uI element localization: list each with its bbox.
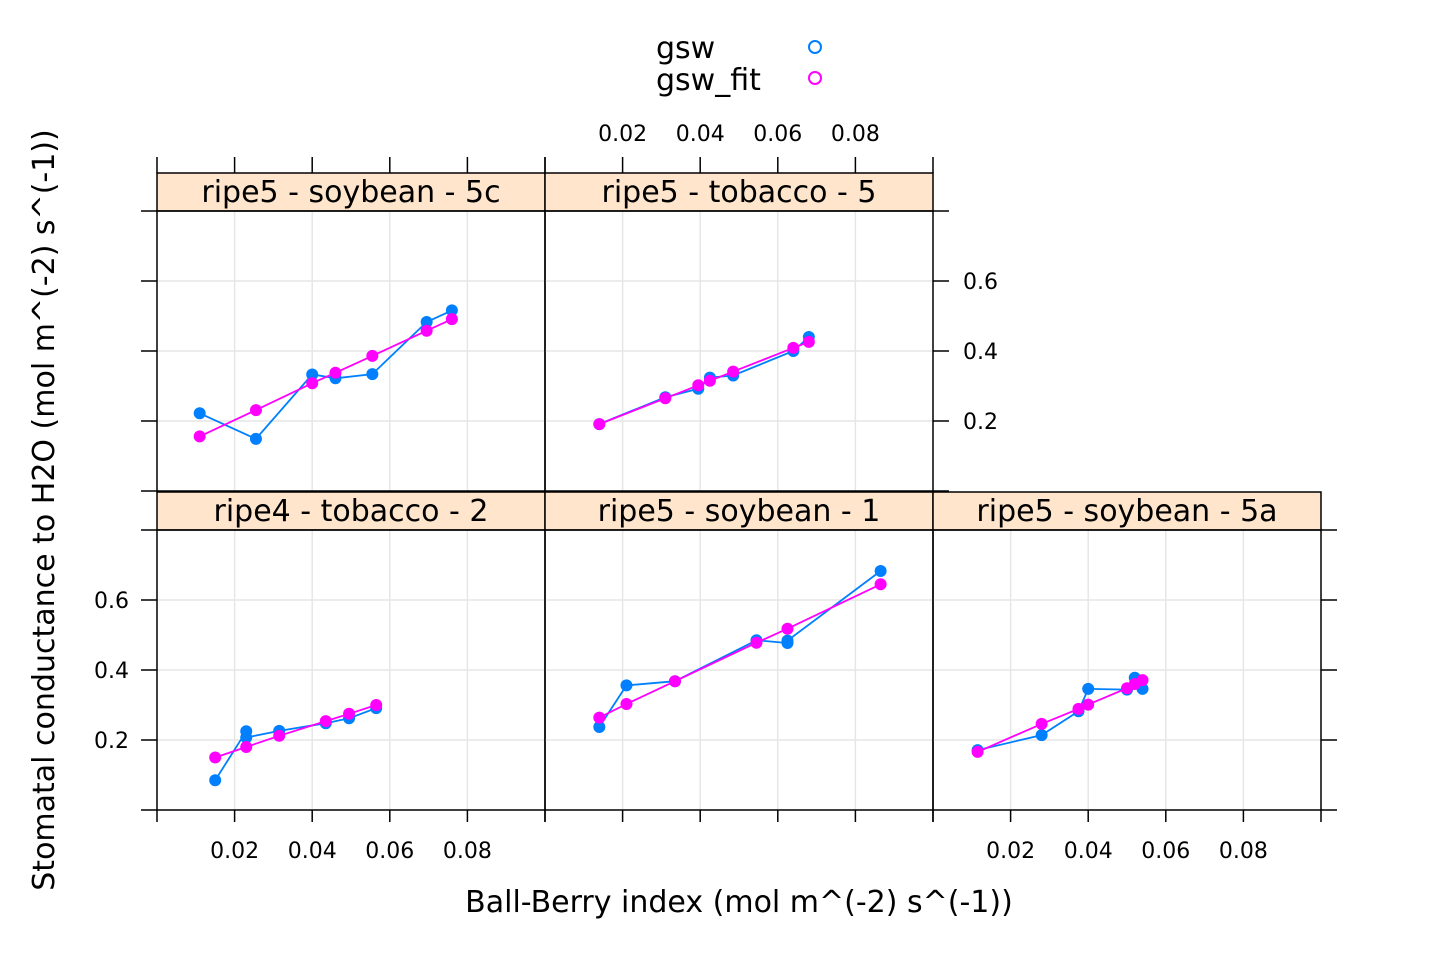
panel-1: ripe5 - tobacco - 5 0.02 0.04 0.06 0.08 0.2 0.… [544, 122, 998, 492]
panel-4: ripe5 - soybean - 5a 0.02 0.04 0.06 0.08 [932, 491, 1337, 864]
data-point-gsw-2 [306, 368, 319, 381]
data-point-gsw-fit-6 [802, 335, 815, 348]
data-point-gsw-fit-0 [971, 745, 984, 758]
x-tick-label-bottom-2: 0.06 [365, 839, 414, 864]
data-point-gsw-fit-1 [620, 697, 633, 710]
data-point-gsw-1 [620, 679, 633, 692]
data-point-gsw-fit-0 [593, 418, 606, 431]
data-point-gsw-fit-4 [343, 707, 356, 720]
data-point-gsw-5 [781, 634, 794, 647]
data-point-gsw-fit-1 [659, 392, 672, 405]
series-line-gsw [598, 570, 882, 728]
y-tick-label-left-0: 0.2 [94, 729, 129, 754]
data-point-gsw-0 [193, 407, 206, 420]
x-tick-label-top-0: 0.02 [598, 122, 647, 147]
data-point-gsw-fit-2 [306, 377, 319, 390]
data-point-gsw-fit-2 [273, 729, 286, 742]
panel-strip [156, 491, 546, 531]
x-tick-label-bottom-1: 0.04 [288, 839, 337, 864]
legend-marker-gsw [808, 40, 822, 54]
data-point-gsw-fit-5 [787, 341, 800, 354]
panel-title: ripe4 - tobacco - 2 [213, 494, 488, 529]
data-point-gsw-fit-6 [445, 313, 458, 326]
x-tick-label-bottom-3: 0.08 [1219, 839, 1268, 864]
panel-strip [544, 491, 934, 531]
data-point-gsw-fit-5 [370, 699, 383, 711]
data-point-gsw-6 [874, 564, 887, 577]
series-line-gsw [977, 676, 1144, 751]
data-point-gsw-fit-3 [1082, 698, 1095, 711]
x-tick-label-bottom-3: 0.08 [443, 839, 492, 864]
legend-marker-gsw-fit [808, 71, 822, 85]
data-point-gsw-1 [249, 432, 262, 445]
data-point-gsw-fit-2 [668, 675, 681, 688]
series-line-gsw-fit [977, 679, 1143, 753]
data-point-gsw-1 [1035, 729, 1048, 742]
data-point-gsw-fit-0 [593, 711, 606, 724]
data-point-gsw-fit-4 [727, 365, 740, 378]
y-axis-title: Stomatal conductance to H2O (mol m^(-2) … [27, 129, 62, 890]
data-point-gsw-fit-3 [750, 636, 763, 649]
data-point-gsw-fit-5 [420, 324, 433, 337]
data-point-gsw-6 [445, 304, 458, 317]
y-tick-label-right-2: 0.6 [963, 270, 998, 295]
data-point-gsw-0 [593, 721, 606, 734]
x-tick-label-bottom-2: 0.06 [1141, 839, 1190, 864]
panel-strip [544, 172, 934, 212]
data-point-gsw-5 [420, 315, 433, 328]
data-point-gsw-fit-3 [329, 366, 342, 379]
data-point-gsw-fit-0 [193, 430, 206, 443]
series-line-gsw-fit [199, 318, 453, 438]
panels: ripe5 - soybean - 5c ripe5 - tobacco - 5 0… [94, 122, 1337, 864]
data-point-gsw-fit-5 [874, 578, 887, 591]
data-point-gsw-fit-1 [249, 404, 262, 417]
y-tick-label-right-1: 0.4 [963, 340, 998, 365]
panel-title: ripe5 - soybean - 5c [201, 175, 500, 210]
data-point-gsw-fit-1 [1035, 717, 1048, 730]
legend-label-gsw-fit: gsw_fit [656, 63, 761, 98]
y-tick-label-right-0: 0.2 [963, 410, 998, 435]
data-point-gsw-3 [1082, 682, 1095, 695]
data-point-gsw-fit-6 [1136, 674, 1149, 687]
x-tick-label-bottom-0: 0.02 [986, 839, 1035, 864]
panel-0: ripe5 - soybean - 5c [141, 157, 546, 492]
x-tick-label-top-3: 0.08 [831, 122, 880, 147]
data-point-gsw-4 [366, 368, 379, 381]
panel-title: ripe5 - soybean - 5a [976, 494, 1277, 529]
data-point-gsw-2 [240, 731, 253, 744]
x-axis-title: Ball-Berry index (mol m^(-2) s^(-1)) [465, 885, 1013, 920]
data-point-gsw-fit-4 [366, 349, 379, 362]
x-tick-label-top-2: 0.06 [753, 122, 802, 147]
panel-3: ripe5 - soybean - 1 [544, 491, 934, 822]
x-tick-label-top-1: 0.04 [676, 122, 725, 147]
data-point-gsw-fit-2 [692, 379, 705, 392]
data-point-gsw-fit-3 [319, 715, 332, 728]
series-line-gsw-fit [598, 583, 881, 719]
y-tick-label-left-2: 0.6 [94, 589, 129, 614]
data-point-gsw-fit-2 [1072, 702, 1085, 715]
data-point-gsw-0 [209, 774, 222, 787]
legend: gsw gsw_fit [656, 31, 822, 98]
panel-title: ripe5 - soybean - 1 [598, 494, 881, 529]
panel-2: ripe4 - tobacco - 2 0.02 0.04 0.06 0.08 0.2 0.… [94, 491, 546, 864]
x-tick-label-bottom-1: 0.04 [1064, 839, 1113, 864]
data-point-gsw-fit-0 [209, 751, 222, 764]
data-point-gsw-fit-4 [781, 622, 794, 635]
data-point-gsw-fit-1 [240, 741, 253, 753]
data-point-gsw-fit-3 [703, 374, 716, 387]
panel-title: ripe5 - tobacco - 5 [601, 175, 876, 210]
x-tick-label-bottom-0: 0.02 [210, 839, 259, 864]
y-tick-label-left-1: 0.4 [94, 659, 129, 684]
legend-label-gsw: gsw [656, 31, 715, 66]
